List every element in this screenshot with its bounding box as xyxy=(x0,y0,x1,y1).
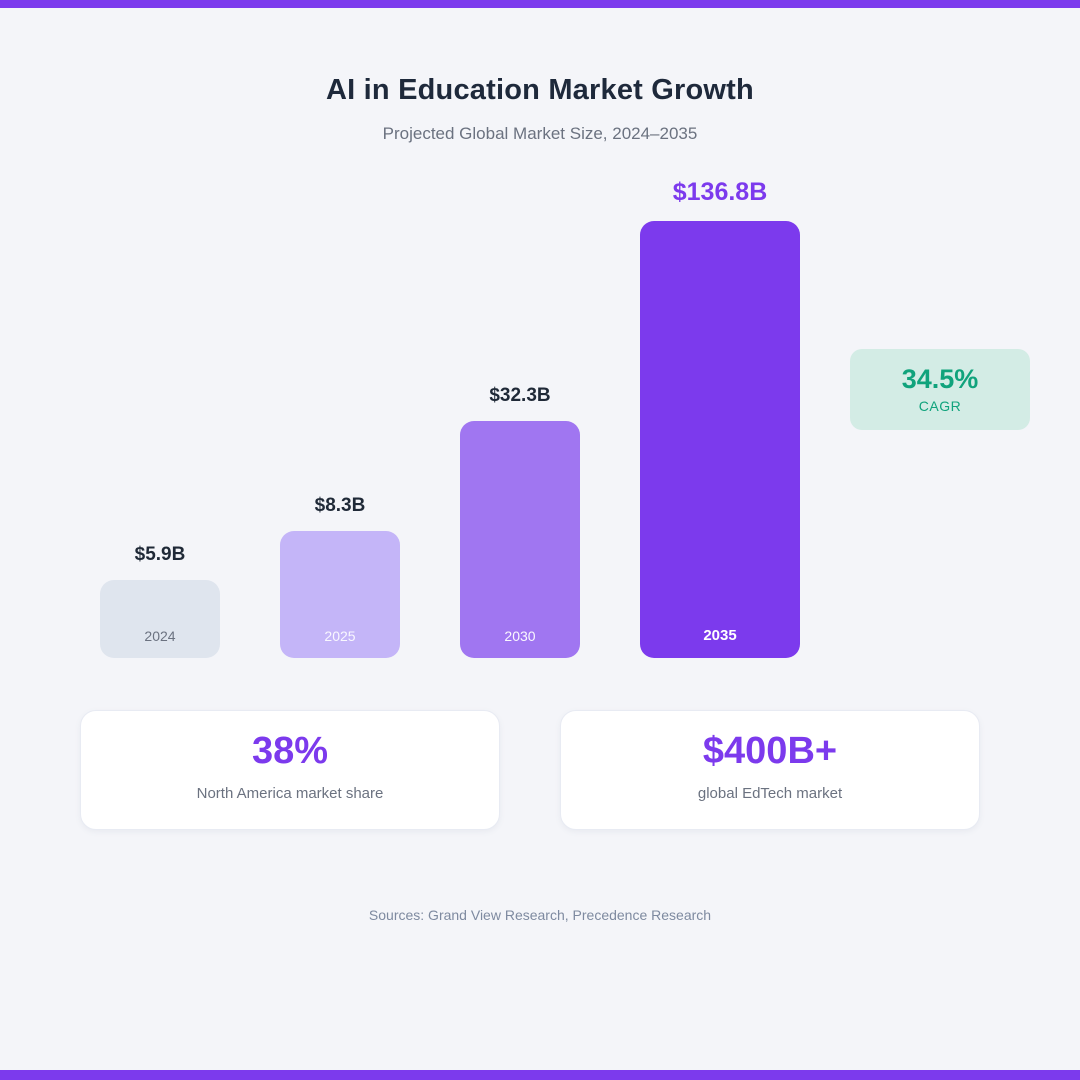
cagr-value: 34.5% xyxy=(901,363,979,394)
bar-year-label: 2025 xyxy=(324,628,356,644)
bar-year-label: 2035 xyxy=(703,627,737,644)
chart-subtitle: Projected Global Market Size, 2024–2035 xyxy=(382,124,698,143)
bar-rect: 2035 xyxy=(640,221,800,658)
bar-chart: $5.9B 2024 $8.3B 2025 $32.3B 2030 $136.8… xyxy=(100,178,1030,658)
bar-rect: 2030 xyxy=(460,421,580,658)
bar-rect: 2025 xyxy=(280,531,400,658)
bar-value-label: $5.9B xyxy=(134,544,186,565)
bar-2024: $5.9B 2024 xyxy=(100,544,220,658)
cagr-badge: 34.5% CAGR xyxy=(850,349,1030,430)
bar-value-label: $8.3B xyxy=(314,495,366,516)
stat-label: global EdTech market xyxy=(697,784,843,802)
bar-value-label: $32.3B xyxy=(489,385,551,406)
sources-note: Sources: Grand View Research, Precedence… xyxy=(368,907,712,923)
bar-2025: $8.3B 2025 xyxy=(280,495,400,658)
stat-value: 38% xyxy=(251,730,329,772)
stat-label: North America market share xyxy=(196,784,384,802)
bar-2035: $136.8B 2035 xyxy=(640,178,800,658)
bar-value-label: $136.8B xyxy=(672,178,768,206)
bottom-accent-bar xyxy=(0,1070,1080,1080)
top-accent-bar xyxy=(0,0,1080,8)
stat-value: $400B+ xyxy=(702,730,838,772)
bar-year-label: 2024 xyxy=(144,628,176,644)
bar-2030: $32.3B 2030 xyxy=(460,385,580,658)
cagr-label: CAGR xyxy=(918,397,962,414)
bar-year-label: 2030 xyxy=(504,628,536,644)
bar-rect: 2024 xyxy=(100,580,220,658)
stat-card-north-america: 38% North America market share xyxy=(80,710,500,830)
chart-title: AI in Education Market Growth xyxy=(326,74,754,106)
stat-card-edtech: $400B+ global EdTech market xyxy=(560,710,980,830)
